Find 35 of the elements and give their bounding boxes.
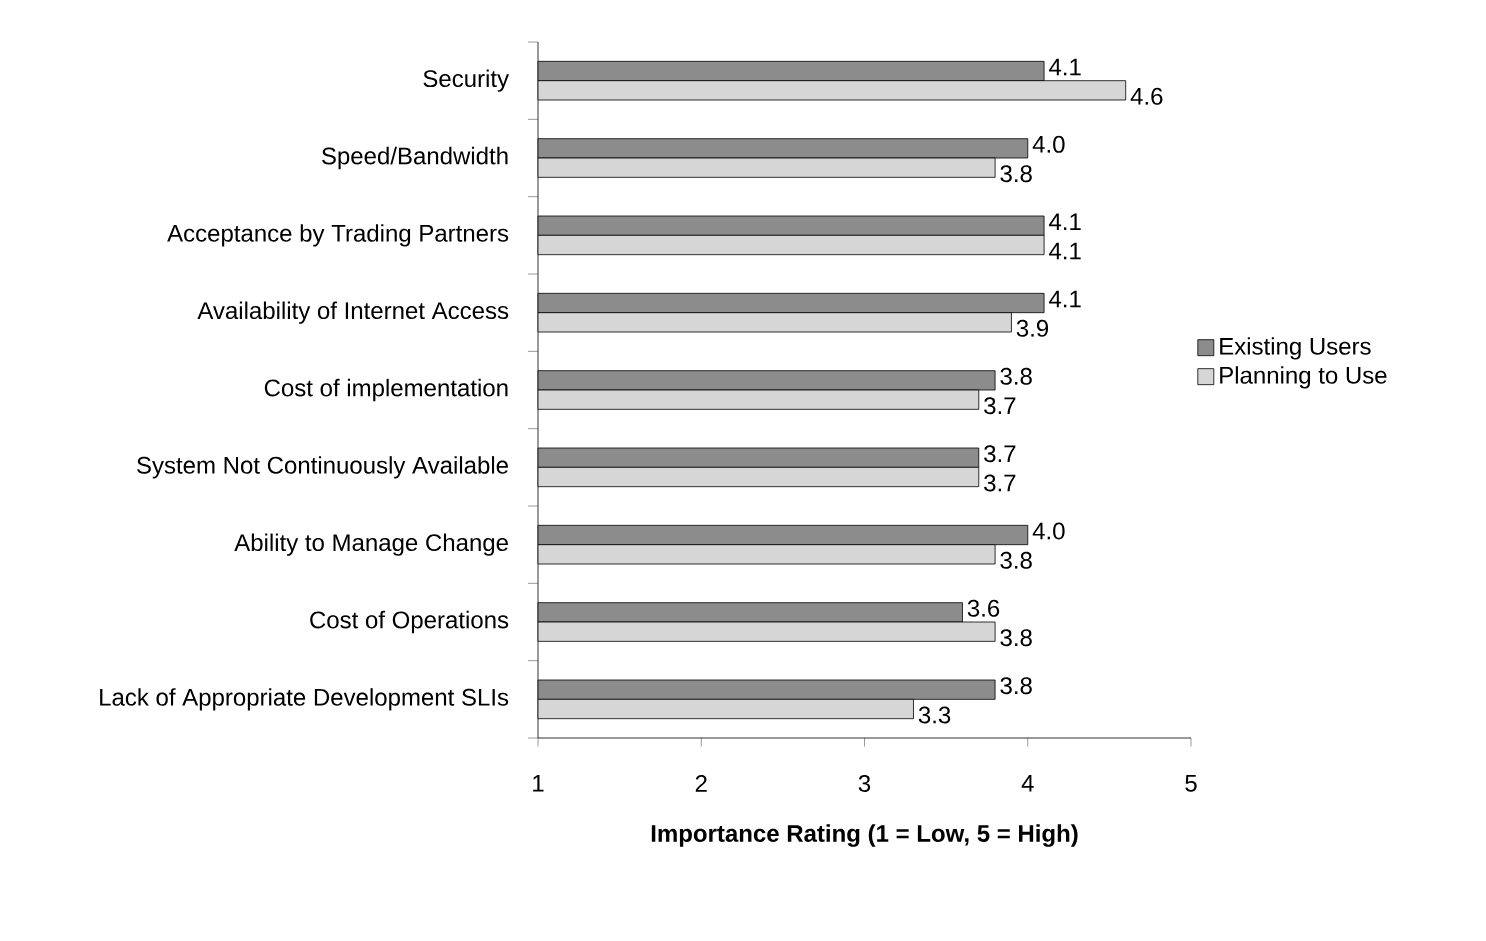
data-label: 3.6 [967,599,1000,617]
legend-label: Planning to Use [1220,366,1387,389]
y-tick-label: Lack of Appropriate Development SLIs [100,688,509,711]
data-label: 4.0 [1032,135,1065,153]
data-label: 3.8 [1000,677,1032,695]
data-label: 4.1 [1049,242,1081,260]
x-tick-label: 5 [1185,774,1197,792]
data-label: 4.1 [1049,290,1081,308]
x-tick-label: 2 [695,774,707,792]
data-label: 4.1 [1049,213,1081,230]
data-label: 4.6 [1130,87,1163,105]
data-label: 3.7 [984,397,1016,415]
y-tick-label: Ability to Manage Change [234,533,508,556]
data-label: 3.9 [1016,319,1049,337]
x-axis-title: Importance Rating (1 = Low, 5 = High) [651,824,1078,847]
data-label: 3.8 [1000,629,1032,647]
data-label: 3.8 [1000,551,1032,569]
y-tick-label: Acceptance by Trading Partners [167,224,509,247]
x-tick-label: 3 [858,774,871,792]
data-label: 3.7 [984,474,1016,492]
data-label: 4.0 [1032,522,1065,540]
y-tick-label: Cost of Operations [310,610,509,634]
y-tick-label: Speed/Bandwidth [322,146,508,170]
legend-label: Existing Users [1220,337,1371,360]
data-label: 3.8 [1000,367,1032,385]
y-tick-label: System Not Continuously Available [137,456,508,479]
data-label: 3.7 [984,445,1016,463]
data-label: 3.3 [918,706,951,724]
y-tick-label: Cost of implementation [264,378,508,402]
y-tick-label: Availability of Internet Access [197,301,509,324]
data-label: 4.1 [1049,58,1081,76]
y-tick-label: Security [423,69,510,92]
data-label: 3.8 [1000,165,1032,183]
x-tick-label: 4 [1021,774,1034,792]
x-tick-label: 1 [533,774,544,792]
